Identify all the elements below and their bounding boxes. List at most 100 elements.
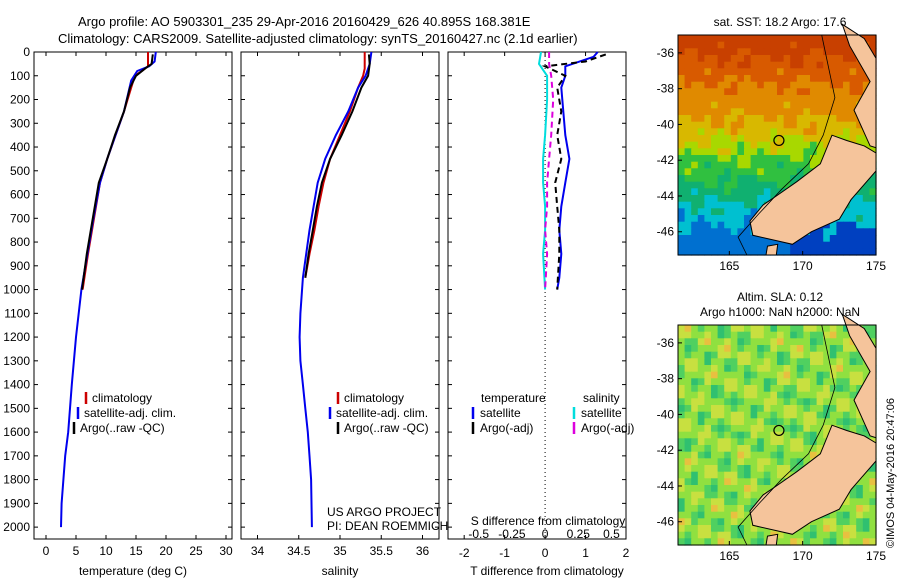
map-cell (816, 235, 824, 243)
map-cell (816, 68, 824, 76)
map-cell (862, 525, 870, 533)
salinity-panel (240, 51, 440, 540)
map-cell (783, 101, 791, 109)
map-cell (750, 61, 758, 69)
map-cell (730, 241, 738, 249)
map-cell (724, 228, 732, 236)
map-cell (836, 248, 844, 256)
map-cell (678, 498, 686, 506)
map-cell (750, 351, 758, 359)
map-cell (737, 248, 745, 256)
map-cell (717, 75, 725, 83)
series-line (537, 51, 549, 290)
map-cell (816, 155, 824, 163)
map-cell (684, 331, 692, 339)
map-cell (704, 511, 712, 519)
map-cell (823, 95, 831, 103)
map-cell (691, 41, 699, 49)
map-cell (796, 325, 804, 333)
temperature-xlabel: temperature (deg C) (79, 564, 187, 578)
map-cell (724, 405, 732, 413)
map-cell (744, 41, 752, 49)
map-cell (836, 41, 844, 49)
map-cell (796, 161, 804, 169)
map-cell (717, 68, 725, 76)
map-cell (711, 345, 719, 353)
map-cell (816, 128, 824, 136)
map-cell (849, 505, 857, 513)
map-cell (763, 41, 771, 49)
map-cell (803, 101, 811, 109)
map-cell (829, 128, 837, 136)
map-cell (810, 358, 818, 366)
map-cell (711, 115, 719, 123)
map-cell (691, 128, 699, 136)
map-cell (783, 385, 791, 393)
y-tick-label: 1100 (4, 306, 30, 320)
map-cell (796, 61, 804, 69)
map-cell (843, 385, 851, 393)
map-cell (697, 465, 705, 473)
map-cell (730, 95, 738, 103)
map-cell (684, 385, 692, 393)
map-cell (803, 365, 811, 373)
legend-label-argo: Argo(..raw -QC) (344, 421, 429, 435)
map-cell (869, 35, 877, 43)
map-cell (816, 108, 824, 116)
map-cell (810, 108, 818, 116)
map-cell (757, 385, 765, 393)
map-cell (704, 188, 712, 196)
map-cell (744, 518, 752, 526)
map-cell (770, 391, 778, 399)
map-cell (810, 95, 818, 103)
map-cell (803, 168, 811, 176)
map-cell (862, 181, 870, 189)
map-cell (869, 241, 877, 249)
x-tick-label: 34 (251, 544, 265, 558)
map-cell (763, 35, 771, 43)
map-cell (697, 148, 705, 156)
map-cell (862, 81, 870, 89)
map-cell (763, 418, 771, 426)
map-cell (810, 61, 818, 69)
map-cell (684, 168, 692, 176)
map-cell (816, 405, 824, 413)
map-cell (790, 115, 798, 123)
map-cell (770, 115, 778, 123)
map-cell (869, 498, 877, 506)
difference-xlabel-top: S difference from climatology (471, 514, 626, 528)
map-cell (724, 35, 732, 43)
map-cell (724, 485, 732, 493)
map-cell (691, 525, 699, 533)
map-cell (770, 465, 778, 473)
map-cell (770, 155, 778, 163)
map-cell (744, 248, 752, 256)
map-cell (717, 48, 725, 56)
map-cell (730, 108, 738, 116)
map-cell (869, 181, 877, 189)
map-cell (737, 358, 745, 366)
map-cell (711, 431, 719, 439)
map-y-tick-label: -40 (657, 407, 675, 421)
map-cell (750, 391, 758, 399)
map-cell (691, 371, 699, 379)
header-line-1: Argo profile: AO 5903301_235 29-Apr-2016… (78, 14, 531, 29)
map-cell (704, 75, 712, 83)
map-cell (810, 161, 818, 169)
map-cell (803, 425, 811, 433)
map-cell (744, 148, 752, 156)
map-cell (823, 425, 831, 433)
map-cell (770, 451, 778, 459)
map-cell (724, 431, 732, 439)
map-cell (777, 465, 785, 473)
map-cell (750, 378, 758, 386)
map-cell (750, 68, 758, 76)
map-cell (711, 248, 719, 256)
map-cell (684, 358, 692, 366)
map-cell (684, 95, 692, 103)
map-cell (750, 431, 758, 439)
map-cell (803, 378, 811, 386)
map-cell (803, 241, 811, 249)
map-cell (777, 378, 785, 386)
map-cell (730, 81, 738, 89)
